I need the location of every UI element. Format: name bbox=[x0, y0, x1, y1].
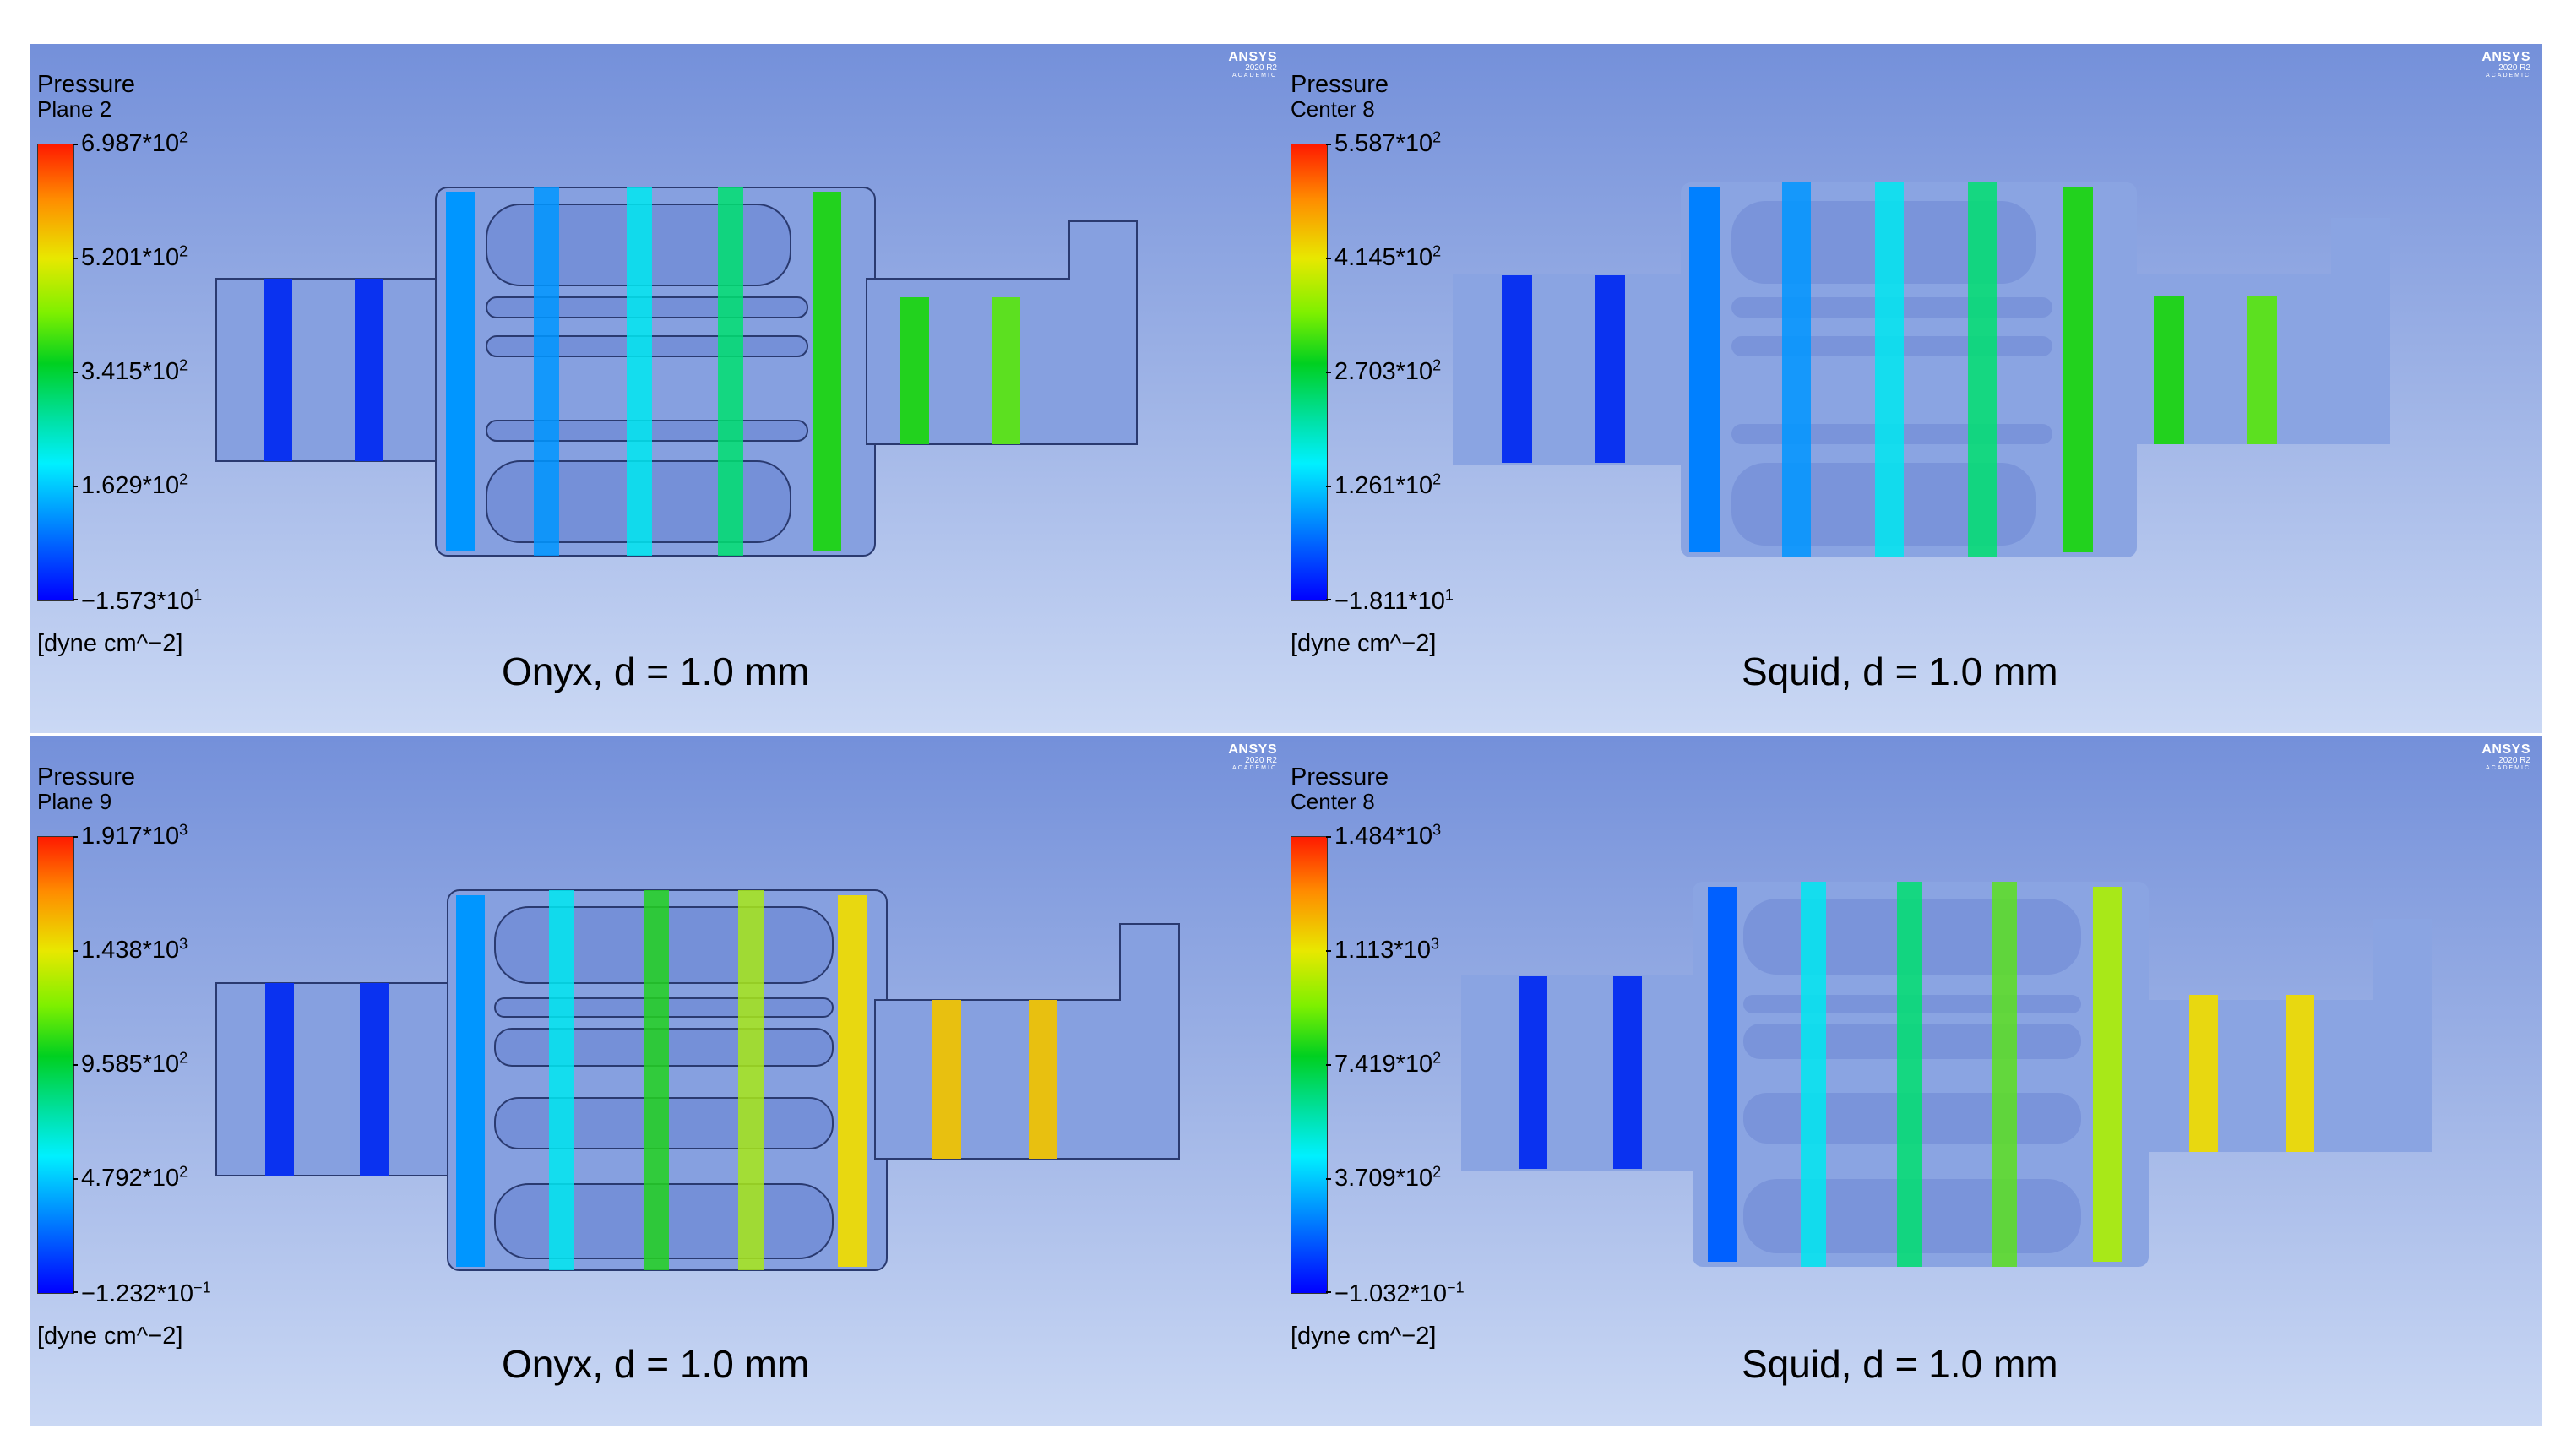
colorbar-unit: [dyne cm^−2] bbox=[1291, 1323, 1437, 1350]
colorbar-tick-max: 5.587*102 bbox=[1334, 128, 1442, 157]
pressure-panel-onyx-plane9: Pressure Plane 9 1.917*103 1.438*103 9.5… bbox=[30, 736, 1289, 1426]
colorbar-tick: 7.419*102 bbox=[1334, 1049, 1442, 1078]
inlet-channel bbox=[1453, 274, 1706, 465]
colorbar-tick: 1.261*102 bbox=[1334, 470, 1442, 499]
pressure-panel-squid-center8: Pressure Center 8 5.587*102 4.145*102 2.… bbox=[1284, 44, 2542, 733]
outlet-channel bbox=[2132, 919, 2432, 1152]
pressure-contour-squid-center8-b bbox=[1461, 882, 2432, 1267]
pressure-panel-squid-center8-b: Pressure Center 8 1.484*103 1.113*103 7.… bbox=[1284, 736, 2542, 1426]
ansys-logo: ANSYS 2020 R2 ACADEMIC bbox=[2481, 742, 2530, 772]
variable-title: Pressure bbox=[1291, 763, 1389, 790]
location-title: Plane 9 bbox=[37, 789, 112, 814]
inlet-channel bbox=[1461, 975, 1715, 1171]
inlet-channel bbox=[215, 278, 454, 462]
colorbar-unit: [dyne cm^−2] bbox=[37, 630, 183, 657]
colorbar-tick-min: −1.232*10−1 bbox=[81, 1279, 211, 1307]
inlet-channel bbox=[215, 982, 462, 1176]
colorbar-tick: 1.629*102 bbox=[81, 470, 188, 499]
colorbar-unit: [dyne cm^−2] bbox=[37, 1323, 183, 1350]
colorbar-tick-max: 6.987*102 bbox=[81, 128, 188, 157]
variable-title: Pressure bbox=[1291, 71, 1389, 98]
pressure-colorbar bbox=[1291, 836, 1328, 1294]
location-title: Center 8 bbox=[1291, 789, 1375, 814]
panel-caption: Squid, d = 1.0 mm bbox=[1742, 649, 2058, 693]
pressure-bands bbox=[264, 187, 1020, 556]
pressure-bands bbox=[265, 890, 1057, 1270]
pressure-contour-onyx-plane2 bbox=[215, 187, 1138, 557]
ansys-logo: ANSYS 2020 R2 ACADEMIC bbox=[1228, 50, 1277, 79]
colorbar-tick-max: 1.484*103 bbox=[1334, 821, 1442, 850]
colorbar-tick: 5.201*102 bbox=[81, 242, 188, 271]
colorbar-unit: [dyne cm^−2] bbox=[1291, 630, 1437, 657]
colorbar-tick-min: −1.573*101 bbox=[81, 586, 203, 615]
panel-caption: Onyx, d = 1.0 mm bbox=[502, 1342, 810, 1386]
variable-title: Pressure bbox=[37, 763, 136, 790]
colorbar-tick: 1.438*103 bbox=[81, 935, 188, 964]
panel-caption: Onyx, d = 1.0 mm bbox=[502, 649, 810, 693]
colorbar-tick: 4.145*102 bbox=[1334, 242, 1442, 271]
pressure-colorbar bbox=[37, 144, 74, 601]
outlet-channel bbox=[874, 923, 1180, 1160]
colorbar-tick: 3.709*102 bbox=[1334, 1163, 1442, 1192]
pressure-bands bbox=[1519, 882, 2314, 1267]
pressure-colorbar bbox=[37, 836, 74, 1294]
pressure-bands bbox=[1502, 182, 2277, 557]
pressure-contour-onyx-plane9 bbox=[215, 889, 1180, 1271]
colorbar-tick: 3.415*102 bbox=[81, 356, 188, 385]
panel-caption: Squid, d = 1.0 mm bbox=[1742, 1342, 2058, 1386]
colorbar-tick: 2.703*102 bbox=[1334, 356, 1442, 385]
colorbar-tick: 9.585*102 bbox=[81, 1049, 188, 1078]
colorbar-tick-max: 1.917*103 bbox=[81, 821, 188, 850]
pressure-panel-onyx-plane2: Pressure Plane 2 6.987*102 5.201*102 3.4… bbox=[30, 44, 1289, 733]
colorbar-tick-min: −1.811*101 bbox=[1334, 586, 1454, 615]
ansys-logo: ANSYS 2020 R2 ACADEMIC bbox=[2481, 50, 2530, 79]
pressure-colorbar bbox=[1291, 144, 1328, 601]
pressure-contour-squid-center8 bbox=[1453, 182, 2390, 557]
colorbar-tick: 4.792*102 bbox=[81, 1163, 188, 1192]
colorbar-tick: 1.113*103 bbox=[1334, 935, 1439, 964]
colorbar-tick-min: −1.032*10−1 bbox=[1334, 1279, 1465, 1307]
location-title: Plane 2 bbox=[37, 96, 112, 122]
ansys-logo: ANSYS 2020 R2 ACADEMIC bbox=[1228, 742, 1277, 772]
variable-title: Pressure bbox=[37, 71, 136, 98]
location-title: Center 8 bbox=[1291, 96, 1375, 122]
